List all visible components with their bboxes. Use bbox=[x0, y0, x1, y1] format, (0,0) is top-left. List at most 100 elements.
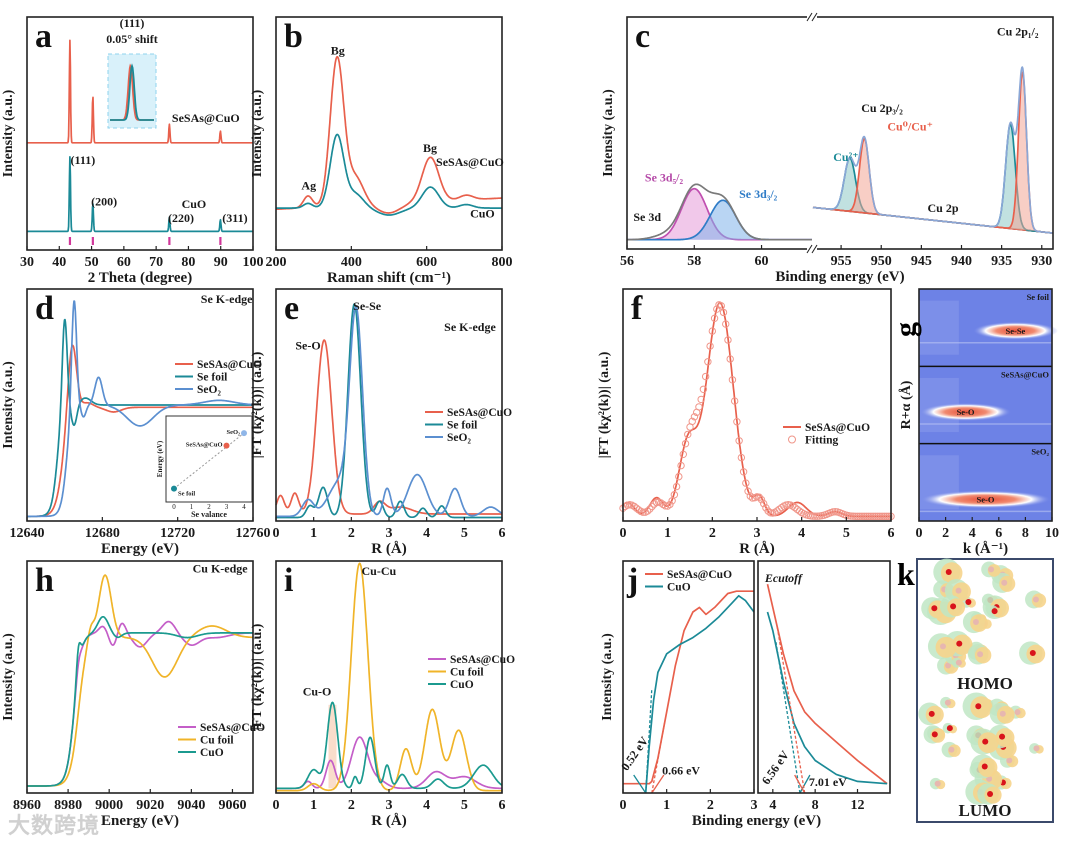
fitting-point bbox=[719, 308, 728, 317]
x-tick-label: 600 bbox=[416, 255, 437, 270]
x-tick-label: 12680 bbox=[85, 526, 120, 541]
annotation-label: Cu K-edge bbox=[193, 562, 249, 576]
annotation-label: Cu⁰/Cu⁺ bbox=[887, 120, 933, 134]
inset-point-label: SeSAs@CuO bbox=[186, 442, 223, 449]
atom bbox=[950, 603, 957, 610]
orbital-lobe bbox=[974, 647, 992, 664]
x-tick-label: 58 bbox=[687, 254, 701, 269]
heatmap-shade bbox=[919, 300, 959, 355]
atom bbox=[940, 643, 947, 650]
annotation-label: Se-O bbox=[295, 338, 320, 352]
atom bbox=[928, 710, 935, 717]
subpanel-title: SeSAs@CuO bbox=[1001, 369, 1049, 379]
axis-break-mark bbox=[806, 12, 813, 22]
atom bbox=[1033, 745, 1040, 752]
fitting-point bbox=[742, 479, 750, 487]
orbital-lobe bbox=[952, 634, 973, 655]
x-tick-label: 200 bbox=[266, 255, 287, 270]
subpanel-title: SeO₂ bbox=[1031, 447, 1049, 457]
fitting-point bbox=[677, 461, 685, 470]
x-tick-label: 5 bbox=[461, 526, 468, 541]
fitting-point bbox=[639, 508, 647, 516]
series-cu0-cu-2p1-2-area bbox=[813, 72, 1053, 234]
fitting-point bbox=[646, 505, 654, 513]
atom bbox=[946, 725, 953, 732]
atom bbox=[944, 699, 951, 706]
fitting-point bbox=[699, 385, 708, 393]
x-axis-label: Raman shift (cm⁻¹) bbox=[327, 270, 451, 286]
annotation-label: SeSAs@CuO bbox=[172, 111, 240, 125]
annotation-label: CuO bbox=[182, 197, 207, 211]
panel-letter-i: i bbox=[284, 562, 293, 599]
atom bbox=[931, 731, 938, 738]
orbital-lobe bbox=[947, 598, 966, 617]
x-tick-label: 2 bbox=[709, 526, 716, 541]
plot-frame-j-right bbox=[757, 560, 891, 794]
x-tick-label: 8 bbox=[812, 798, 819, 813]
onset-tangent-line bbox=[775, 642, 801, 794]
y-axis-label: Intensity (a.u.) bbox=[1, 361, 16, 449]
x-axis-label: Binding energy (eV) bbox=[775, 269, 904, 285]
fitting-point bbox=[706, 342, 714, 350]
orbital-lobe bbox=[940, 562, 963, 584]
fitting-point bbox=[737, 453, 746, 462]
orbital-lobe bbox=[978, 757, 998, 778]
x-tick-label: 1 bbox=[664, 526, 671, 541]
panel-letter-h: h bbox=[35, 562, 54, 599]
fitting-point bbox=[885, 512, 893, 521]
x-tick-label: 12 bbox=[851, 798, 865, 813]
x-tick-label: 90 bbox=[214, 255, 228, 270]
x-tick-label: 0 bbox=[273, 526, 280, 541]
onset-tangent-line bbox=[645, 688, 653, 794]
axis-break-mark bbox=[811, 12, 818, 22]
x-tick-label: 950 bbox=[871, 254, 892, 269]
fitting-point bbox=[690, 413, 699, 421]
inset-curve bbox=[110, 63, 154, 121]
legend-label: SeSAs@CuO bbox=[450, 654, 515, 666]
atom bbox=[975, 703, 982, 710]
orbital-lobe bbox=[952, 582, 971, 602]
y-axis-label: R+α (Å) bbox=[898, 380, 914, 429]
x-tick-label: 56 bbox=[620, 254, 634, 269]
y-axis-label: |FT (kχ²(k))| (a.u.) bbox=[597, 351, 612, 458]
plot-frame-g bbox=[918, 288, 1053, 522]
x-tick-label: 945 bbox=[911, 254, 932, 269]
orbital-lobe bbox=[925, 705, 944, 724]
atom bbox=[999, 710, 1006, 717]
panel-letter-g: g bbox=[889, 322, 922, 337]
legend-label: Fitting bbox=[805, 435, 838, 447]
fitting-point bbox=[744, 487, 752, 495]
x-tick-label: 5 bbox=[461, 798, 468, 813]
fitting-point bbox=[666, 500, 674, 509]
atom bbox=[991, 608, 998, 615]
inset-title: (111) bbox=[120, 16, 145, 30]
x-tick-label: 9000 bbox=[95, 798, 123, 813]
annotation-label: Se 3d₅/₂ bbox=[645, 171, 684, 185]
atom bbox=[965, 599, 972, 606]
legend-label: SeO₂ bbox=[447, 432, 471, 444]
watermark: 大数跨境 bbox=[8, 814, 101, 839]
x-tick-label: 4 bbox=[798, 526, 805, 541]
x-tick-label: 12720 bbox=[160, 526, 195, 541]
x-tick-label: 9020 bbox=[136, 798, 164, 813]
annotation-label: (200) bbox=[91, 195, 117, 209]
legend-label: CuO bbox=[667, 582, 691, 594]
plot-frame-d bbox=[26, 288, 254, 522]
x-tick-label: 50 bbox=[85, 255, 99, 270]
plot-frame-j-left bbox=[622, 560, 755, 794]
annotation-label: CuO bbox=[470, 206, 495, 220]
annotation-label: Se K-edge bbox=[201, 292, 253, 306]
series-cuo bbox=[644, 594, 755, 794]
onset-arrow bbox=[633, 774, 647, 794]
fitting-point bbox=[643, 507, 652, 515]
fitting-point bbox=[675, 472, 683, 481]
fitting-point bbox=[688, 417, 696, 426]
x-tick-label: 4 bbox=[969, 526, 976, 541]
x-tick-label: 0 bbox=[916, 526, 923, 541]
annotation-label: 6.56 eV bbox=[759, 748, 792, 787]
orbital-lobe bbox=[970, 614, 988, 632]
x-tick-label: 30 bbox=[20, 255, 34, 270]
annotation-label: 7.01 eV bbox=[809, 775, 847, 789]
orbital-lobe bbox=[935, 636, 957, 658]
